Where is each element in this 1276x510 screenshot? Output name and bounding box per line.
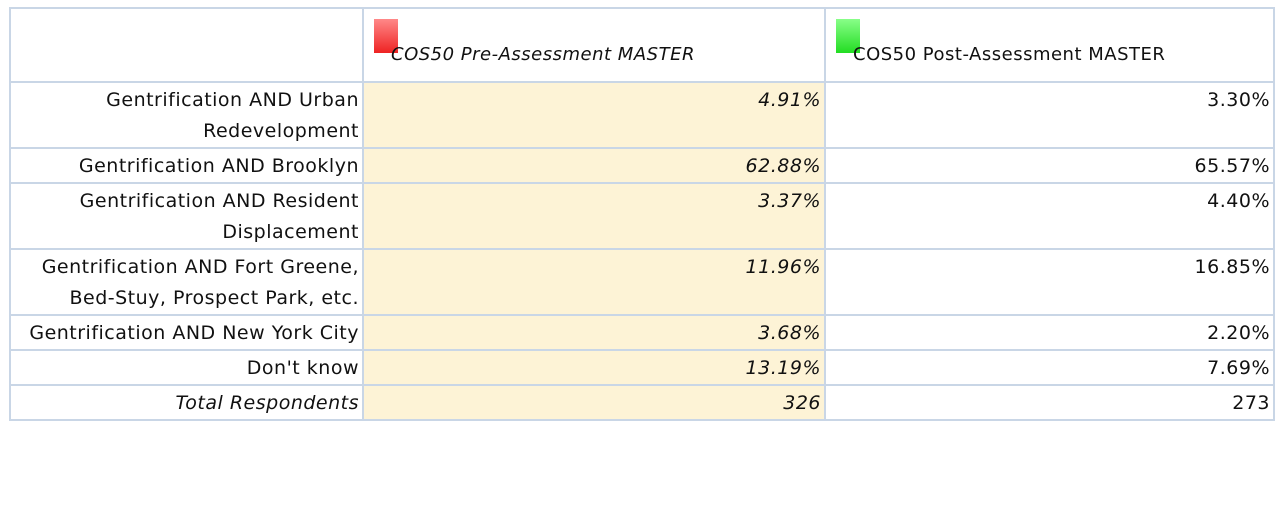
value-cell: 4.91% [362,81,826,149]
row-label: Gentrification AND Resident Displacement [9,182,364,250]
row-label: Don't know [9,349,364,386]
data-row: Gentrification AND New York City 3.68% 2.2… [9,314,1275,351]
data-table: COS50 Pre-Assessment MASTER COS50 Post-A… [9,7,1275,421]
color-swatch [836,19,860,53]
column-header: COS50 Post-Assessment MASTER [824,7,1275,83]
value-cell: 11.96% [362,248,826,316]
value-cell: 2.20% [824,314,1275,351]
row-label: Gentrification AND Brooklyn [9,147,364,184]
value-cell: 16.85% [824,248,1275,316]
table-body: Gentrification AND Urban Redevelopment 4.… [9,81,1275,421]
corner-cell [9,7,364,83]
data-row: Gentrification AND Urban Redevelopment 4.… [9,81,1275,149]
value-cell: 13.19% [362,349,826,386]
row-label: Gentrification AND New York City [9,314,364,351]
value-cell: 273 [824,384,1275,421]
value-cell: 3.30% [824,81,1275,149]
value-cell: 4.40% [824,182,1275,250]
value-cell: 7.69% [824,349,1275,386]
value-cell: 3.37% [362,182,826,250]
header-row: COS50 Pre-Assessment MASTER COS50 Post-A… [9,7,1275,83]
data-row: Gentrification AND Fort Greene, Bed-Stuy… [9,248,1275,316]
data-row: Gentrification AND Brooklyn 62.88% 65.57% [9,147,1275,184]
table-container: COS50 Pre-Assessment MASTER COS50 Post-A… [9,7,1275,421]
data-row: Don't know 13.19% 7.69% [9,349,1275,386]
column-label: COS50 Post-Assessment MASTER [853,43,1166,65]
column-header: COS50 Pre-Assessment MASTER [362,7,826,83]
row-label: Gentrification AND Fort Greene, Bed-Stuy… [9,248,364,316]
row-label: Total Respondents [9,384,364,421]
color-swatch [374,19,398,53]
column-label: COS50 Pre-Assessment MASTER [391,43,695,65]
value-cell: 65.57% [824,147,1275,184]
value-cell: 326 [362,384,826,421]
total-row: Total Respondents 326 273 [9,384,1275,421]
value-cell: 3.68% [362,314,826,351]
data-row: Gentrification AND Resident Displacement… [9,182,1275,250]
value-cell: 62.88% [362,147,826,184]
row-label: Gentrification AND Urban Redevelopment [9,81,364,149]
